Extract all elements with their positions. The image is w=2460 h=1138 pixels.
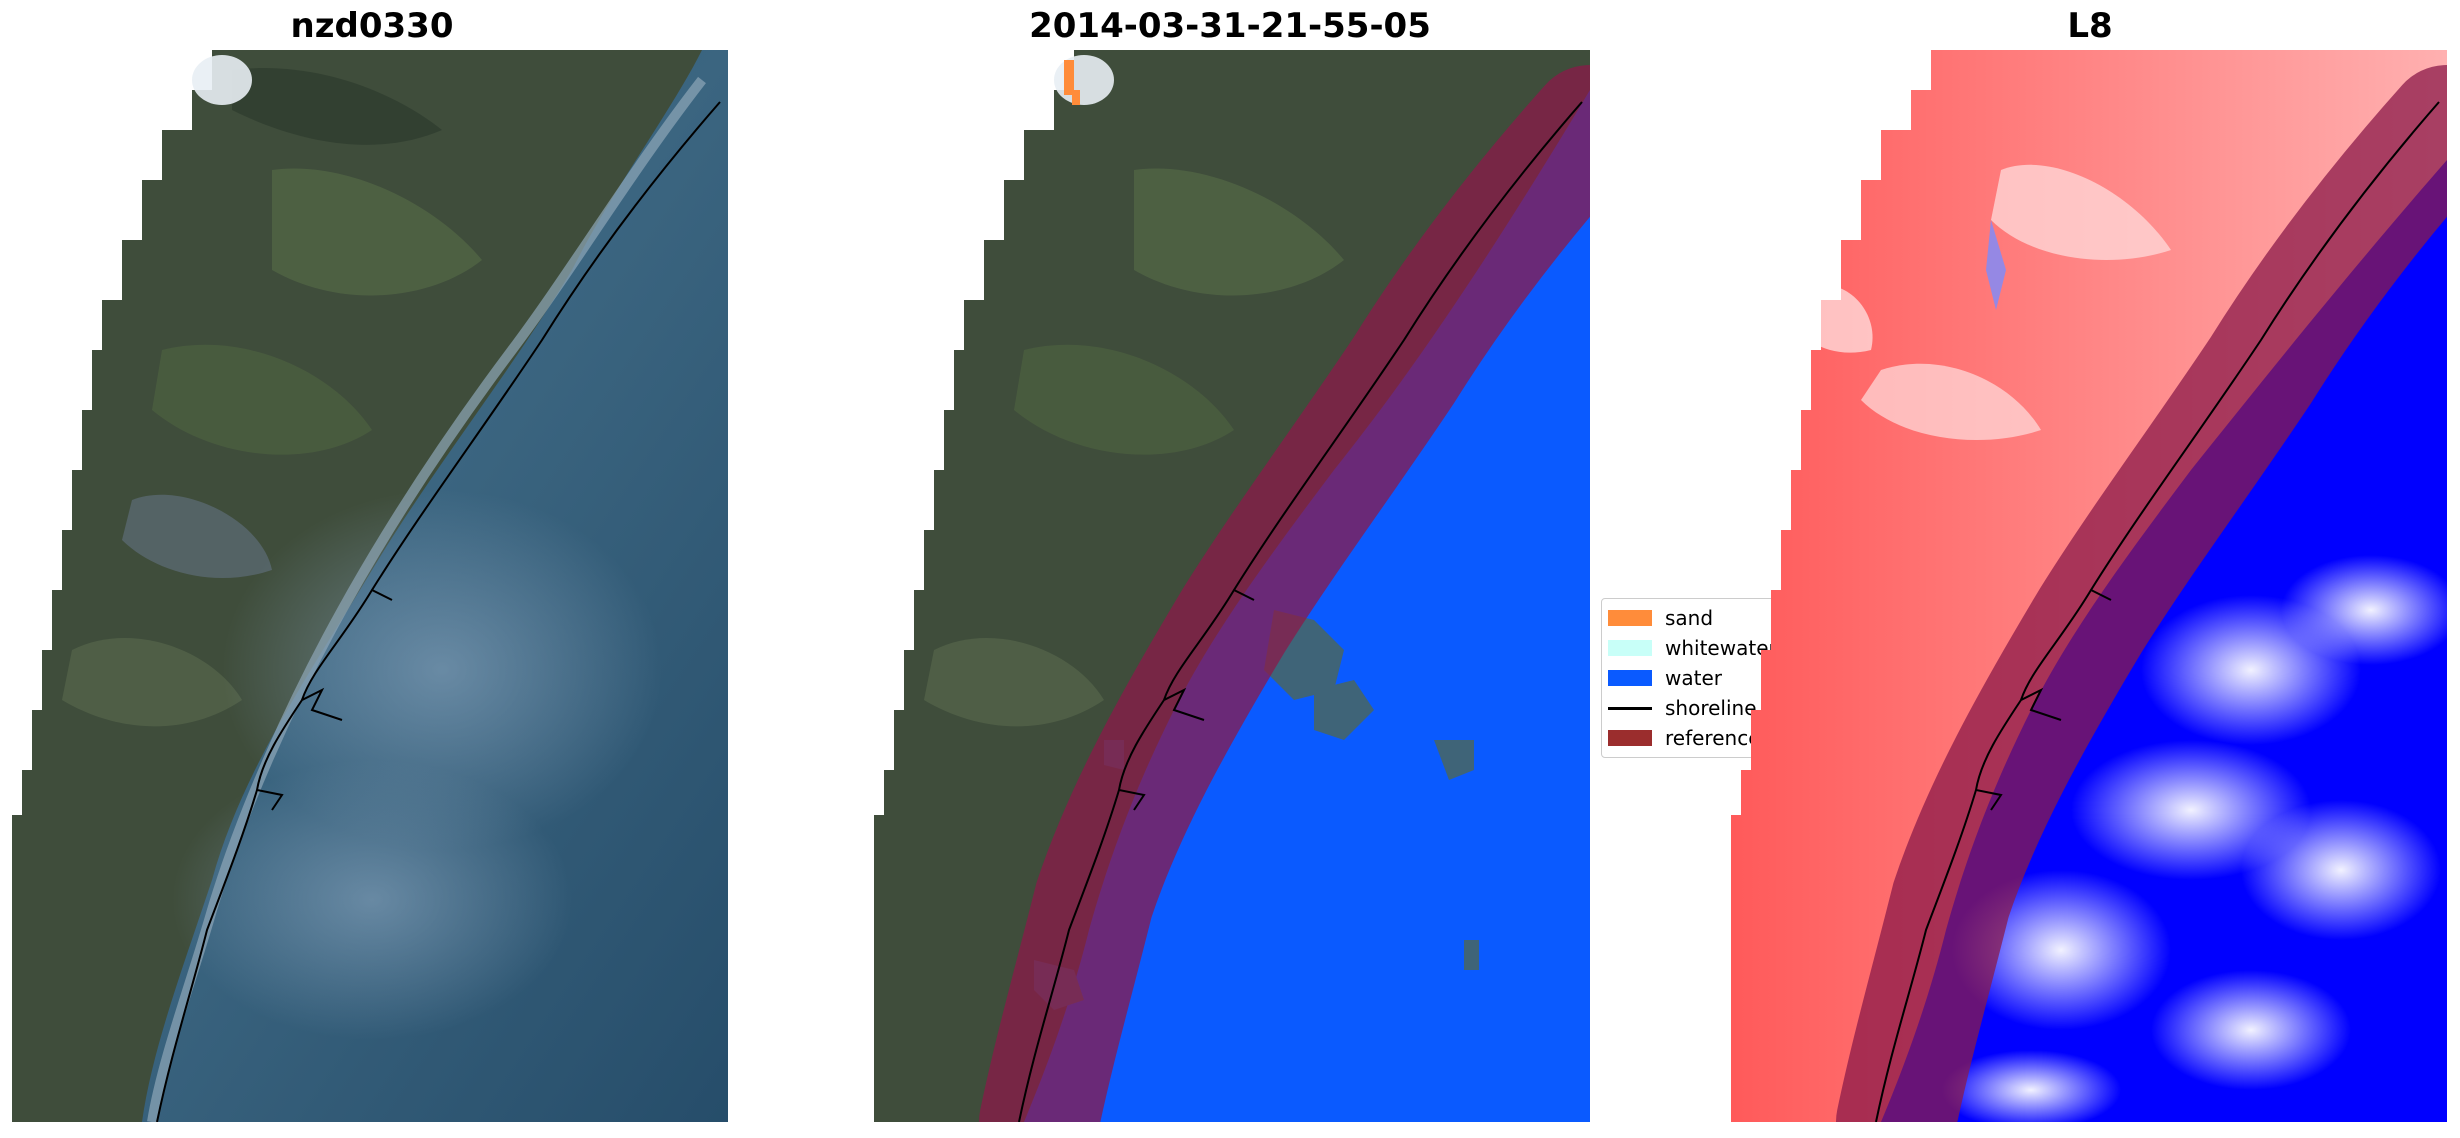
legend-item-water: water	[1602, 663, 1780, 693]
shoreline-swatch	[1608, 707, 1652, 710]
reference-swatch	[1608, 730, 1652, 746]
legend-item-reference: reference	[1602, 723, 1780, 753]
legend-item-whitewater: whitewater	[1602, 633, 1780, 663]
reference-buffer	[979, 65, 1590, 1122]
shoreline-line	[1018, 101, 1583, 1122]
panel-title-rgb: nzd0330	[290, 6, 454, 46]
shoreline-line	[1875, 101, 2440, 1122]
rgb-image-panel	[12, 50, 728, 1122]
water-swatch	[1608, 670, 1652, 686]
sand-swatch	[1608, 610, 1652, 626]
panel-title-classified: 2014-03-31-21-55-05	[1029, 6, 1431, 46]
legend-item-shoreline: shoreline	[1602, 693, 1780, 723]
panel-title-index: L8	[2067, 6, 2113, 46]
whitewater-swatch	[1608, 640, 1652, 656]
shoreline-line	[156, 101, 721, 1122]
classification-panel	[874, 50, 1590, 1122]
index-panel	[1731, 50, 2447, 1122]
legend-item-sand: sand	[1602, 603, 1780, 633]
reference-buffer	[1836, 65, 2447, 1122]
